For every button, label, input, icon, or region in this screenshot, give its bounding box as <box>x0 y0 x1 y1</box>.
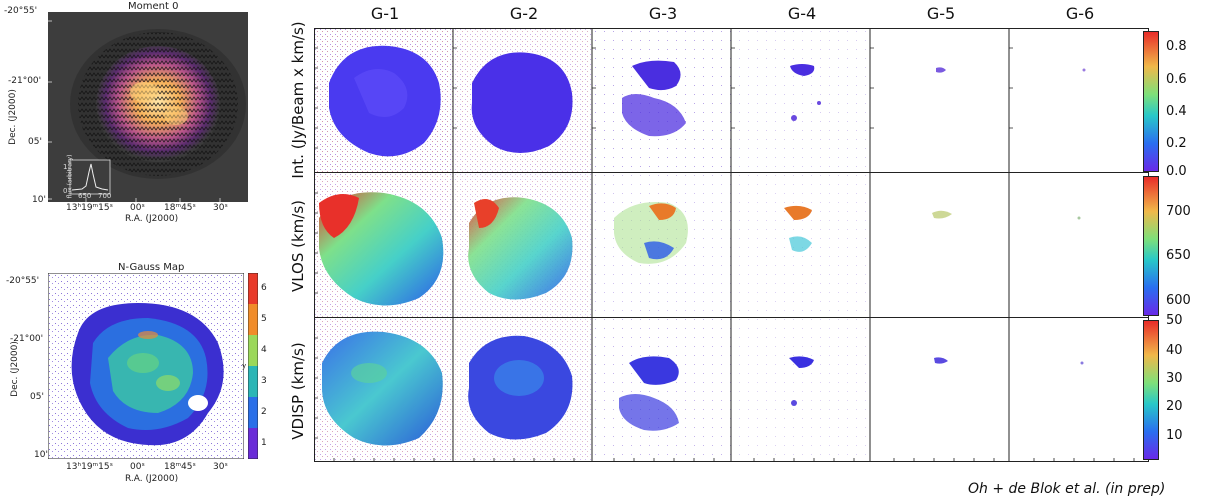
inset-xtick: 700 <box>98 192 112 200</box>
colorbar-int-tick: 0.0 <box>1166 164 1187 179</box>
row-int <box>314 28 1148 172</box>
panel-grid <box>314 28 1150 462</box>
moment0-xtick: 18ᵐ45ˢ <box>164 203 196 213</box>
ngauss-ytick: 05' <box>30 392 44 402</box>
row-vdisp <box>314 318 1148 462</box>
column-header-g2: G-2 <box>509 4 539 23</box>
inset-ytick: 0 <box>63 187 68 195</box>
row-label-vlos: VLOS (km/s) <box>289 199 307 293</box>
ngauss-cbar-tick: 6 <box>261 283 267 293</box>
moment0-title: Moment 0 <box>128 1 179 12</box>
colorbar-vdisp-tick: 40 <box>1166 343 1183 358</box>
ngauss-cbar-tick: 1 <box>261 438 267 448</box>
moment0-ylabel: Dec. (J2000) <box>8 89 18 145</box>
moment0-xtick: 13ʰ19ᵐ15ˢ <box>66 203 113 213</box>
colorbar-vlos-tick: 700 <box>1166 204 1191 219</box>
column-header-g1: G-1 <box>370 4 400 23</box>
ngauss-ylabel: Dec. (J2000) <box>10 341 20 397</box>
ngauss-ytick: -21°00' <box>10 334 44 344</box>
ngauss-map <box>48 273 244 459</box>
moment0-ytick: -21°00' <box>8 76 42 86</box>
colorbar-vdisp-tick: 50 <box>1166 313 1183 328</box>
row-label-vdisp: VDISP (km/s) <box>289 342 307 440</box>
colorbar-vdisp-tick: 20 <box>1166 399 1183 414</box>
colorbar-int-tick: 0.2 <box>1166 136 1187 151</box>
column-header-g4: G-4 <box>787 4 817 23</box>
colorbar-int <box>1143 31 1159 172</box>
ngauss-xtick: 30ˢ <box>213 462 228 472</box>
moment0-xtick: 00ˢ <box>130 203 145 213</box>
ngauss-cbar-tick: 5 <box>261 314 267 324</box>
ngauss-xtick: 00ˢ <box>130 462 145 472</box>
colorbar-vlos-tick: 650 <box>1166 248 1191 263</box>
row-vlos <box>314 173 1148 317</box>
ngauss-colorbar <box>248 273 258 459</box>
moment0-xtick: 30ˢ <box>213 203 228 213</box>
ngauss-ytick: 10' <box>34 450 48 460</box>
colorbar-int-tick: 0.4 <box>1166 104 1187 119</box>
column-header-g3: G-3 <box>648 4 678 23</box>
moment0-ytick: 10' <box>32 195 46 205</box>
row-label-int: Int. (Jy/Beam x km/s) <box>289 21 307 179</box>
colorbar-vlos-tick: 600 <box>1166 293 1191 308</box>
moment0-map <box>48 12 248 202</box>
ngauss-ytick: -20°55' <box>6 276 40 286</box>
colorbar-int-tick: 0.8 <box>1166 39 1187 54</box>
inset-ytick: 1 <box>63 163 68 171</box>
moment0-ytick: -20°55' <box>4 6 38 16</box>
column-header-g6: G-6 <box>1065 4 1095 23</box>
colorbar-vlos <box>1143 176 1159 316</box>
colorbar-vdisp-tick: 30 <box>1166 371 1183 386</box>
moment0-ytick: 05' <box>28 137 42 147</box>
ngauss-title: N-Gauss Map <box>118 262 185 273</box>
ngauss-xtick: 18ᵐ45ˢ <box>164 462 196 472</box>
colorbar-int-tick: 0.6 <box>1166 72 1187 87</box>
ngauss-xlabel: R.A. (J2000) <box>125 474 179 484</box>
ngauss-cbar-label: y <box>242 362 247 370</box>
ngauss-xtick: 13ʰ19ᵐ15ˢ <box>66 462 113 472</box>
ngauss-cbar-tick: 2 <box>261 407 267 417</box>
inset-ylabel: flux (arbitrary) <box>66 154 74 199</box>
inset-xtick: 650 <box>78 192 92 200</box>
ngauss-cbar-tick: 3 <box>261 376 267 386</box>
colorbar-vdisp-tick: 10 <box>1166 428 1183 443</box>
ngauss-cbar-tick: 4 <box>261 345 267 355</box>
colorbar-vdisp <box>1143 320 1159 460</box>
column-header-g5: G-5 <box>926 4 956 23</box>
moment0-xlabel: R.A. (J2000) <box>125 214 179 224</box>
credit-text: Oh + de Blok et al. (in prep) <box>968 481 1166 497</box>
